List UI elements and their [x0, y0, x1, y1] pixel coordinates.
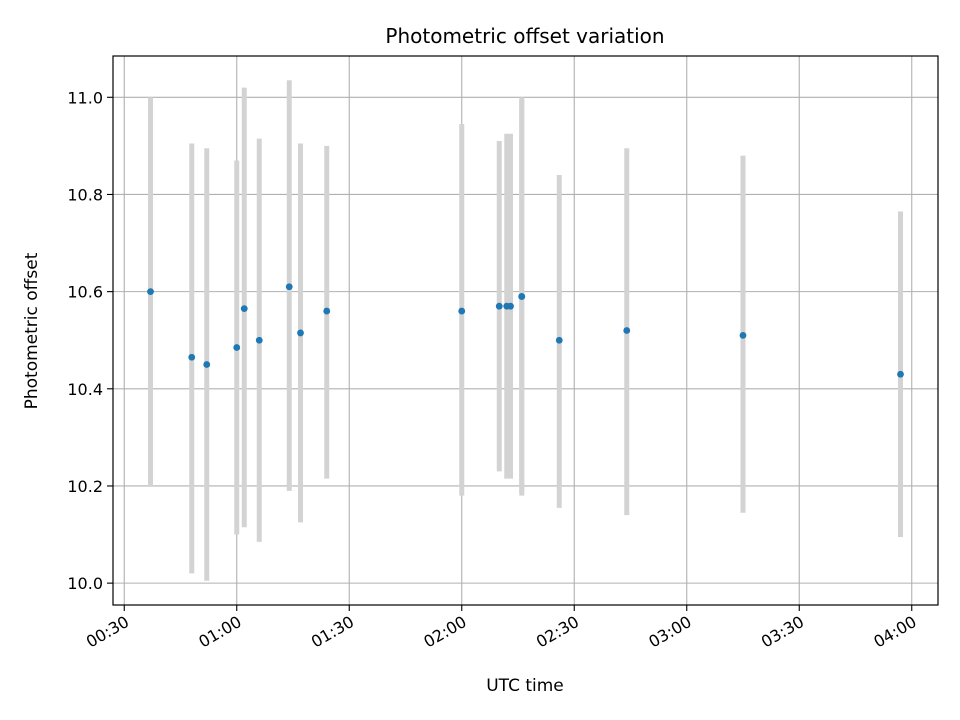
x-axis-label: UTC time [486, 676, 564, 696]
grid [113, 56, 938, 605]
data-point [623, 327, 631, 334]
data-point [255, 336, 263, 344]
y-axis-label: Photometric offset [22, 252, 42, 409]
y-tick-label: 10.8 [67, 185, 103, 204]
data-point [147, 288, 154, 296]
data-point [323, 307, 331, 315]
y-tick-label: 10.4 [67, 380, 103, 399]
data-point [297, 329, 304, 337]
data-point [495, 302, 503, 310]
data-points [147, 283, 904, 378]
data-point [518, 293, 526, 300]
data-point [897, 370, 904, 378]
data-point [507, 302, 514, 310]
y-tick-label: 10.2 [67, 477, 103, 496]
data-point [285, 283, 293, 291]
y-tick-label: 11.0 [67, 88, 103, 107]
data-point [233, 344, 241, 351]
data-point [739, 331, 747, 339]
data-point [203, 361, 211, 368]
data-point [188, 353, 196, 361]
data-point [458, 307, 466, 315]
chart-title: Photometric offset variation [385, 24, 664, 48]
y-tick-label: 10.6 [67, 283, 103, 302]
data-point [555, 336, 563, 344]
y-tick-label: 10.0 [67, 574, 103, 593]
data-point [240, 305, 248, 313]
y-axis: 10.0 10.2 10.4 10.6 10.8 11.0 [67, 88, 113, 593]
plot-frame [112, 55, 939, 606]
